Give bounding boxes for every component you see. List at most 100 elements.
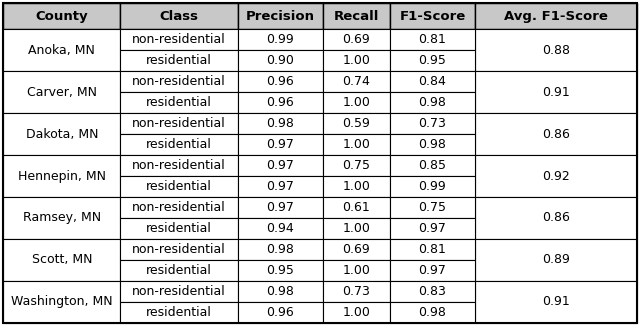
Bar: [237, 92, 323, 113]
Bar: [323, 113, 390, 134]
Bar: [237, 176, 323, 197]
Bar: [323, 281, 390, 302]
Bar: [3, 29, 120, 71]
Text: 0.69: 0.69: [342, 243, 371, 256]
Bar: [237, 218, 323, 239]
Bar: [120, 71, 237, 92]
Text: 0.97: 0.97: [266, 201, 294, 214]
Text: 0.97: 0.97: [419, 222, 447, 235]
Text: 0.98: 0.98: [419, 96, 447, 109]
Text: Recall: Recall: [333, 10, 379, 23]
Text: 0.96: 0.96: [266, 96, 294, 109]
Bar: [390, 92, 476, 113]
Bar: [237, 29, 323, 51]
Text: Class: Class: [159, 10, 198, 23]
Bar: [390, 134, 476, 155]
Text: Carver, MN: Carver, MN: [27, 86, 97, 99]
Text: 0.97: 0.97: [266, 159, 294, 172]
Bar: [3, 3, 120, 29]
Text: 0.98: 0.98: [419, 306, 447, 319]
Text: 0.86: 0.86: [542, 212, 570, 225]
Text: 0.98: 0.98: [419, 138, 447, 151]
Text: Anoka, MN: Anoka, MN: [28, 44, 95, 57]
Bar: [390, 302, 476, 323]
Bar: [237, 155, 323, 176]
Text: 0.95: 0.95: [419, 54, 447, 67]
Text: 1.00: 1.00: [342, 306, 371, 319]
Bar: [323, 92, 390, 113]
Bar: [323, 134, 390, 155]
Bar: [3, 71, 120, 113]
Text: 0.95: 0.95: [266, 264, 294, 277]
Text: 0.74: 0.74: [342, 75, 371, 88]
Text: 1.00: 1.00: [342, 138, 371, 151]
Text: 0.99: 0.99: [419, 180, 446, 193]
Bar: [120, 29, 237, 51]
Bar: [476, 3, 637, 29]
Bar: [237, 134, 323, 155]
Bar: [390, 218, 476, 239]
Text: 0.73: 0.73: [342, 285, 371, 298]
Text: 0.81: 0.81: [419, 243, 447, 256]
Bar: [390, 113, 476, 134]
Text: 1.00: 1.00: [342, 180, 371, 193]
Text: non-residential: non-residential: [132, 117, 226, 130]
Text: 0.61: 0.61: [342, 201, 371, 214]
Text: Precision: Precision: [246, 10, 315, 23]
Bar: [323, 155, 390, 176]
Text: 0.91: 0.91: [542, 295, 570, 308]
Text: 0.94: 0.94: [266, 222, 294, 235]
Bar: [476, 239, 637, 281]
Bar: [237, 71, 323, 92]
Bar: [476, 71, 637, 113]
Bar: [323, 302, 390, 323]
Text: residential: residential: [146, 306, 212, 319]
Bar: [237, 239, 323, 260]
Text: 0.92: 0.92: [542, 170, 570, 183]
Bar: [120, 218, 237, 239]
Bar: [390, 155, 476, 176]
Text: 0.59: 0.59: [342, 117, 371, 130]
Text: 0.98: 0.98: [266, 117, 294, 130]
Bar: [120, 134, 237, 155]
Text: 0.75: 0.75: [419, 201, 447, 214]
Bar: [120, 302, 237, 323]
Bar: [120, 197, 237, 218]
Text: 0.81: 0.81: [419, 34, 447, 46]
Text: 0.83: 0.83: [419, 285, 447, 298]
Text: 0.97: 0.97: [266, 138, 294, 151]
Text: Washington, MN: Washington, MN: [11, 295, 113, 308]
Bar: [120, 176, 237, 197]
Bar: [237, 281, 323, 302]
Text: residential: residential: [146, 180, 212, 193]
Text: Dakota, MN: Dakota, MN: [26, 128, 98, 141]
Bar: [3, 197, 120, 239]
Bar: [120, 239, 237, 260]
Bar: [390, 197, 476, 218]
Bar: [120, 92, 237, 113]
Text: 0.96: 0.96: [266, 75, 294, 88]
Text: 0.85: 0.85: [419, 159, 447, 172]
Bar: [120, 51, 237, 71]
Text: 0.98: 0.98: [266, 285, 294, 298]
Bar: [3, 281, 120, 323]
Text: residential: residential: [146, 96, 212, 109]
Text: 0.73: 0.73: [419, 117, 447, 130]
Bar: [323, 218, 390, 239]
Text: non-residential: non-residential: [132, 243, 226, 256]
Text: non-residential: non-residential: [132, 159, 226, 172]
Text: Scott, MN: Scott, MN: [31, 253, 92, 266]
Bar: [3, 155, 120, 197]
Text: non-residential: non-residential: [132, 75, 226, 88]
Text: 1.00: 1.00: [342, 222, 371, 235]
Text: residential: residential: [146, 222, 212, 235]
Bar: [120, 3, 237, 29]
Bar: [323, 51, 390, 71]
Bar: [476, 29, 637, 71]
Text: 0.88: 0.88: [542, 44, 570, 57]
Text: 0.99: 0.99: [266, 34, 294, 46]
Bar: [323, 176, 390, 197]
Bar: [390, 239, 476, 260]
Text: 0.96: 0.96: [266, 306, 294, 319]
Text: 0.98: 0.98: [266, 243, 294, 256]
